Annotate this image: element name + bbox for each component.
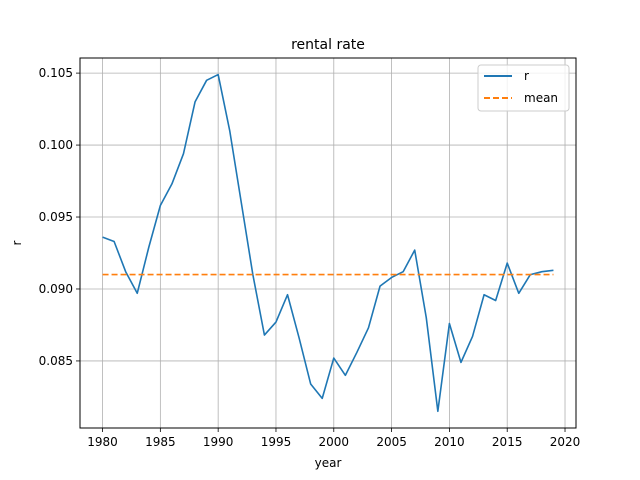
x-axis-label: year <box>315 456 342 470</box>
series-line-r <box>102 73 554 413</box>
grid <box>80 58 576 428</box>
y-tick-label: 0.100 <box>39 138 73 152</box>
y-tick-label: 0.090 <box>39 282 73 296</box>
legend: r mean <box>477 64 570 112</box>
plot-frame <box>79 57 577 429</box>
x-tick-label: 2005 <box>376 435 407 449</box>
x-tick-label: 1980 <box>87 435 118 449</box>
y-tick-label: 0.095 <box>39 210 73 224</box>
legend-label-mean: mean <box>524 91 558 105</box>
x-tick-label: 1985 <box>145 435 176 449</box>
x-tick-label: 2010 <box>434 435 465 449</box>
x-tick-label: 1990 <box>203 435 234 449</box>
y-tick-label: 0.105 <box>39 66 73 80</box>
x-tick-label: 2015 <box>492 435 523 449</box>
legend-label-r: r <box>524 69 529 83</box>
axis-ticks: 1980 1985 1990 1995 2000 2005 2010 2015 2020 0.08… <box>39 66 581 449</box>
x-tick-label: 1995 <box>261 435 292 449</box>
chart-title: rental rate <box>291 37 365 53</box>
series-layer <box>102 73 554 413</box>
y-axis-label: r <box>10 240 24 245</box>
x-tick-label: 2020 <box>550 435 581 449</box>
x-tick-label: 2000 <box>319 435 350 449</box>
y-tick-label: 0.085 <box>39 354 73 368</box>
